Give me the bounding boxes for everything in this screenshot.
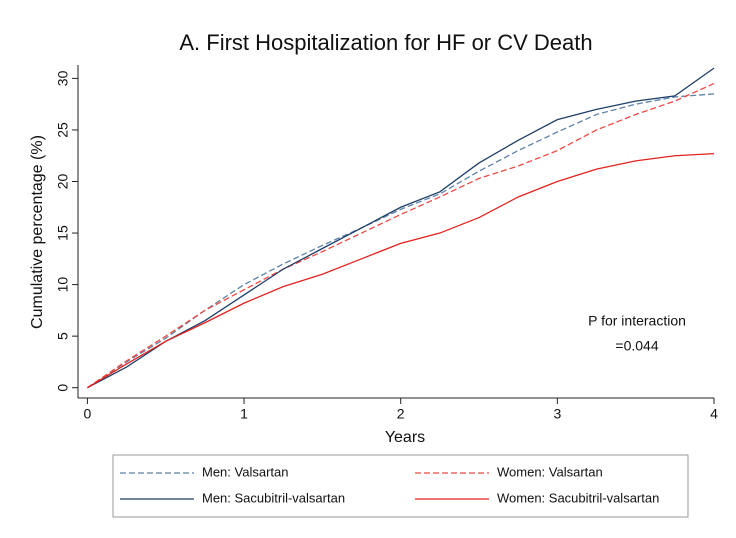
x-tick-label: 3: [553, 406, 561, 422]
y-tick-label: 5: [55, 332, 71, 340]
y-tick-label: 0: [55, 384, 71, 392]
x-tick-label: 0: [84, 406, 92, 422]
annotation: =0.044: [615, 338, 658, 354]
x-axis-label: Years: [385, 429, 425, 446]
y-tick-label: 30: [55, 70, 71, 86]
legend-label: Women: Valsartan: [497, 464, 603, 479]
series-line: [87, 82, 715, 389]
series-line: [87, 67, 715, 389]
x-tick-label: 1: [240, 406, 248, 422]
series-line: [87, 153, 715, 389]
y-tick-label: 25: [55, 122, 71, 138]
chart-title: A. First Hospitalization for HF or CV De…: [179, 30, 592, 55]
series-line: [87, 93, 715, 389]
legend-box: [112, 454, 689, 518]
y-axis-label: Cumulative percentage (%): [29, 135, 46, 329]
legend-label: Women: Sacubitril-valsartan: [497, 490, 659, 505]
y-tick-label: 10: [55, 277, 71, 293]
y-tick-label: 20: [55, 174, 71, 190]
legend-label: Men: Sacubitril-valsartan: [202, 490, 345, 505]
legend-label: Men: Valsartan: [202, 464, 288, 479]
x-tick-label: 4: [710, 406, 718, 422]
annotation: P for interaction: [588, 313, 686, 329]
y-tick-label: 15: [55, 225, 71, 241]
x-tick-label: 2: [397, 406, 405, 422]
